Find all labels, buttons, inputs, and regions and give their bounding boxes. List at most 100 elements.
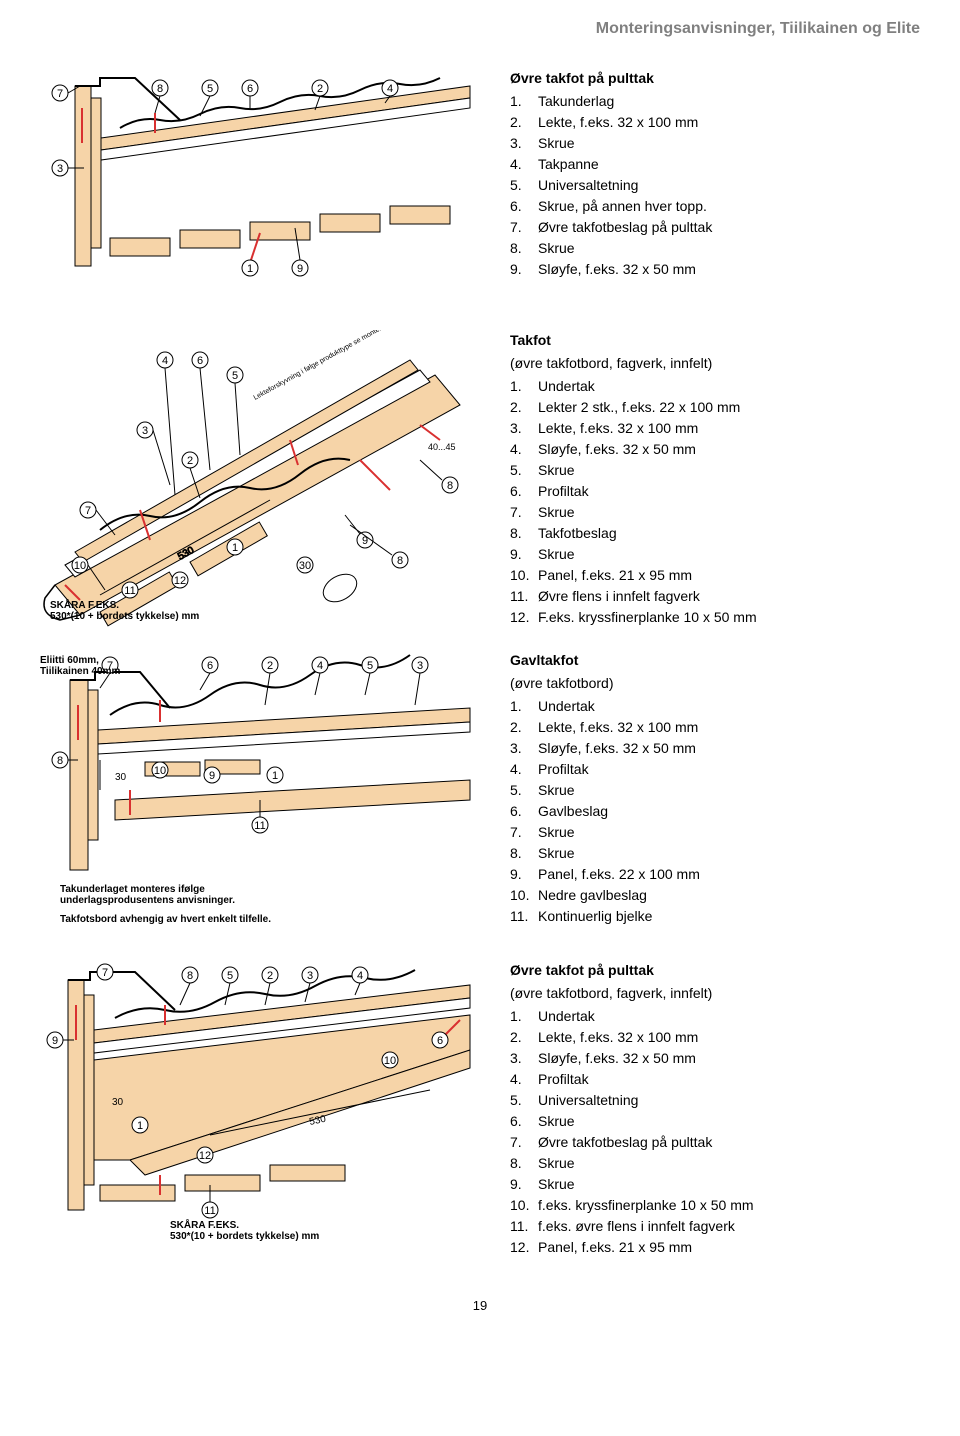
svg-text:9: 9 (297, 263, 303, 275)
list-item: Universaltetning (538, 1090, 638, 1111)
section-3-title: Gavltakfot (510, 650, 920, 671)
content: 7 3 8 5 6 2 4 1 9 Øvre takfot på pulttak… (40, 68, 920, 1268)
svg-text:3: 3 (307, 970, 313, 982)
svg-text:10: 10 (384, 1055, 396, 1067)
list-item: Panel, f.eks. 21 x 95 mm (538, 1237, 692, 1258)
row-3: 30 7 6 2 4 5 3 8 10 9 1 11 Eliit (40, 650, 920, 940)
list-item: Sløyfe, f.eks. 32 x 50 mm (538, 259, 696, 280)
diagram-4-caption: SKÅRA F.EKS. 530*(10 + bordets tykkelse)… (170, 1220, 319, 1242)
svg-text:6: 6 (207, 660, 213, 672)
list-item: Takfotbeslag (538, 523, 617, 544)
section-4: Øvre takfot på pulttak (øvre takfotbord,… (480, 960, 920, 1258)
list-item: Øvre takfotbeslag på pulttak (538, 217, 712, 238)
list-item: Undertak (538, 696, 595, 717)
svg-text:5: 5 (207, 83, 213, 95)
svg-text:6: 6 (247, 83, 253, 95)
section-3: Gavltakfot (øvre takfotbord) 1.Undertak … (480, 650, 920, 927)
svg-text:8: 8 (447, 480, 453, 492)
svg-text:1: 1 (247, 263, 253, 275)
svg-text:7: 7 (85, 505, 91, 517)
list-item: Panel, f.eks. 22 x 100 mm (538, 864, 700, 885)
svg-text:10: 10 (154, 765, 166, 777)
svg-text:40...45: 40...45 (428, 442, 456, 452)
svg-text:30: 30 (115, 772, 127, 783)
svg-text:30: 30 (299, 560, 311, 572)
svg-text:2: 2 (267, 970, 273, 982)
section-1-list: 1.Takunderlag 2.Lekte, f.eks. 32 x 100 m… (510, 91, 920, 280)
list-item: Lekte, f.eks. 32 x 100 mm (538, 1027, 698, 1048)
list-item: Profiltak (538, 759, 589, 780)
list-item: Skrue (538, 544, 575, 565)
section-3-sub: (øvre takfotbord) (510, 673, 920, 694)
svg-text:9: 9 (209, 770, 215, 782)
list-item: Skrue (538, 502, 575, 523)
row-1: 7 3 8 5 6 2 4 1 9 Øvre takfot på pulttak… (40, 68, 920, 280)
list-item: Sløyfe, f.eks. 32 x 50 mm (538, 439, 696, 460)
svg-text:3: 3 (57, 163, 63, 175)
diagram-3-caption-bottom: Takunderlaget monteres ifølge underlagsp… (60, 884, 271, 925)
list-item: Sløyfe, f.eks. 32 x 50 mm (538, 1048, 696, 1069)
list-item: Skrue (538, 780, 575, 801)
section-2-title: Takfot (510, 330, 920, 351)
diagram-1: 7 3 8 5 6 2 4 1 9 (40, 68, 480, 278)
list-item: Lekte, f.eks. 32 x 100 mm (538, 717, 698, 738)
svg-text:1: 1 (137, 1120, 143, 1132)
svg-text:5: 5 (367, 660, 373, 672)
list-item: Øvre flens i innfelt fagverk (538, 586, 700, 607)
list-item: Skrue (538, 822, 575, 843)
list-item: Undertak (538, 376, 595, 397)
svg-text:11: 11 (124, 585, 135, 597)
svg-text:9: 9 (52, 1035, 58, 1047)
svg-text:2: 2 (187, 455, 193, 467)
diagram-2-caption: SKÅRA F.EKS. 530*(10 + bordets tykkelse)… (50, 600, 199, 622)
svg-text:4: 4 (357, 970, 363, 982)
svg-text:11: 11 (204, 1205, 215, 1217)
section-1: Øvre takfot på pulttak 1.Takunderlag 2.L… (480, 68, 920, 280)
svg-text:4: 4 (387, 83, 393, 95)
svg-text:530: 530 (308, 1114, 327, 1128)
list-item: Øvre takfotbeslag på pulttak (538, 1132, 712, 1153)
svg-text:11: 11 (254, 820, 265, 832)
list-item: Skrue (538, 460, 575, 481)
list-item: F.eks. kryssfinerplanke 10 x 50 mm (538, 607, 757, 628)
svg-text:4: 4 (162, 355, 168, 367)
list-item: Panel, f.eks. 21 x 95 mm (538, 565, 692, 586)
list-item: Kontinuerlig bjelke (538, 906, 652, 927)
section-2-list: 1.Undertak 2.Lekter 2 stk., f.eks. 22 x … (510, 376, 920, 628)
diagram-3-caption-top: Eliitti 60mm, Tiilikainen 40mm (40, 655, 120, 677)
list-item: Takunderlag (538, 91, 614, 112)
list-item: Lekte, f.eks. 32 x 100 mm (538, 418, 698, 439)
list-item: Profiltak (538, 481, 589, 502)
page-number: 19 (40, 1298, 920, 1313)
svg-text:1: 1 (272, 770, 278, 782)
page-header: Monteringsanvisninger, Tiilikainen og El… (40, 20, 920, 38)
section-4-sub: (øvre takfotbord, fagverk, innfelt) (510, 983, 920, 1004)
svg-text:8: 8 (157, 83, 163, 95)
list-item: Gavlbeslag (538, 801, 608, 822)
svg-text:2: 2 (267, 660, 273, 672)
svg-text:10: 10 (74, 560, 86, 572)
svg-text:3: 3 (417, 660, 423, 672)
list-item: Skrue (538, 843, 575, 864)
svg-text:3: 3 (142, 425, 148, 437)
diagram-3: 30 7 6 2 4 5 3 8 10 9 1 11 Eliit (40, 650, 480, 940)
list-item: Skrue (538, 133, 575, 154)
list-item: Skrue (538, 1174, 575, 1195)
svg-text:6: 6 (437, 1035, 443, 1047)
svg-text:7: 7 (102, 967, 108, 979)
list-item: Skrue (538, 1111, 575, 1132)
svg-text:2: 2 (317, 83, 323, 95)
list-item: Lekter 2 stk., f.eks. 22 x 100 mm (538, 397, 740, 418)
svg-text:12: 12 (174, 575, 186, 587)
svg-text:8: 8 (397, 555, 403, 567)
list-item: Lekte, f.eks. 32 x 100 mm (538, 112, 698, 133)
diagram-4: 530 30 7 8 5 2 3 4 9 (40, 960, 480, 1250)
section-3-list: 1.Undertak 2.Lekte, f.eks. 32 x 100 mm 3… (510, 696, 920, 927)
svg-text:12: 12 (199, 1150, 211, 1162)
diagram-2: 530 40...45 Lekteforskyvning i følge pro… (40, 330, 480, 630)
list-item: f.eks. kryssfinerplanke 10 x 50 mm (538, 1195, 754, 1216)
list-item: Takpanne (538, 154, 599, 175)
svg-text:30: 30 (112, 1097, 124, 1108)
svg-text:6: 6 (197, 355, 203, 367)
row-4: 530 30 7 8 5 2 3 4 9 (40, 960, 920, 1258)
